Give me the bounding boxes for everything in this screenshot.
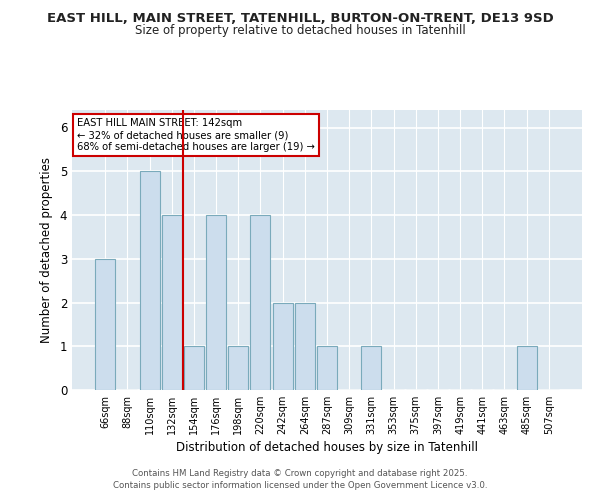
Bar (250, 215, 271, 390)
Y-axis label: Number of detached properties: Number of detached properties (40, 157, 53, 343)
Text: EAST HILL, MAIN STREET, TATENHILL, BURTON-ON-TRENT, DE13 9SD: EAST HILL, MAIN STREET, TATENHILL, BURTO… (47, 12, 553, 26)
Text: Contains HM Land Registry data © Crown copyright and database right 2025.: Contains HM Land Registry data © Crown c… (132, 468, 468, 477)
Bar (95, 259, 115, 390)
Text: EAST HILL MAIN STREET: 142sqm
← 32% of detached houses are smaller (9)
68% of se: EAST HILL MAIN STREET: 142sqm ← 32% of d… (77, 118, 315, 152)
Bar (295, 302, 315, 390)
Bar (140, 171, 160, 390)
Text: Size of property relative to detached houses in Tatenhill: Size of property relative to detached ho… (134, 24, 466, 37)
Bar (272, 302, 293, 390)
Text: Contains public sector information licensed under the Open Government Licence v3: Contains public sector information licen… (113, 481, 487, 490)
Bar (517, 346, 536, 390)
Bar (228, 346, 248, 390)
X-axis label: Distribution of detached houses by size in Tatenhill: Distribution of detached houses by size … (176, 441, 478, 454)
Bar (206, 215, 226, 390)
Bar (162, 215, 182, 390)
Bar (361, 346, 382, 390)
Bar (317, 346, 337, 390)
Bar (184, 346, 204, 390)
